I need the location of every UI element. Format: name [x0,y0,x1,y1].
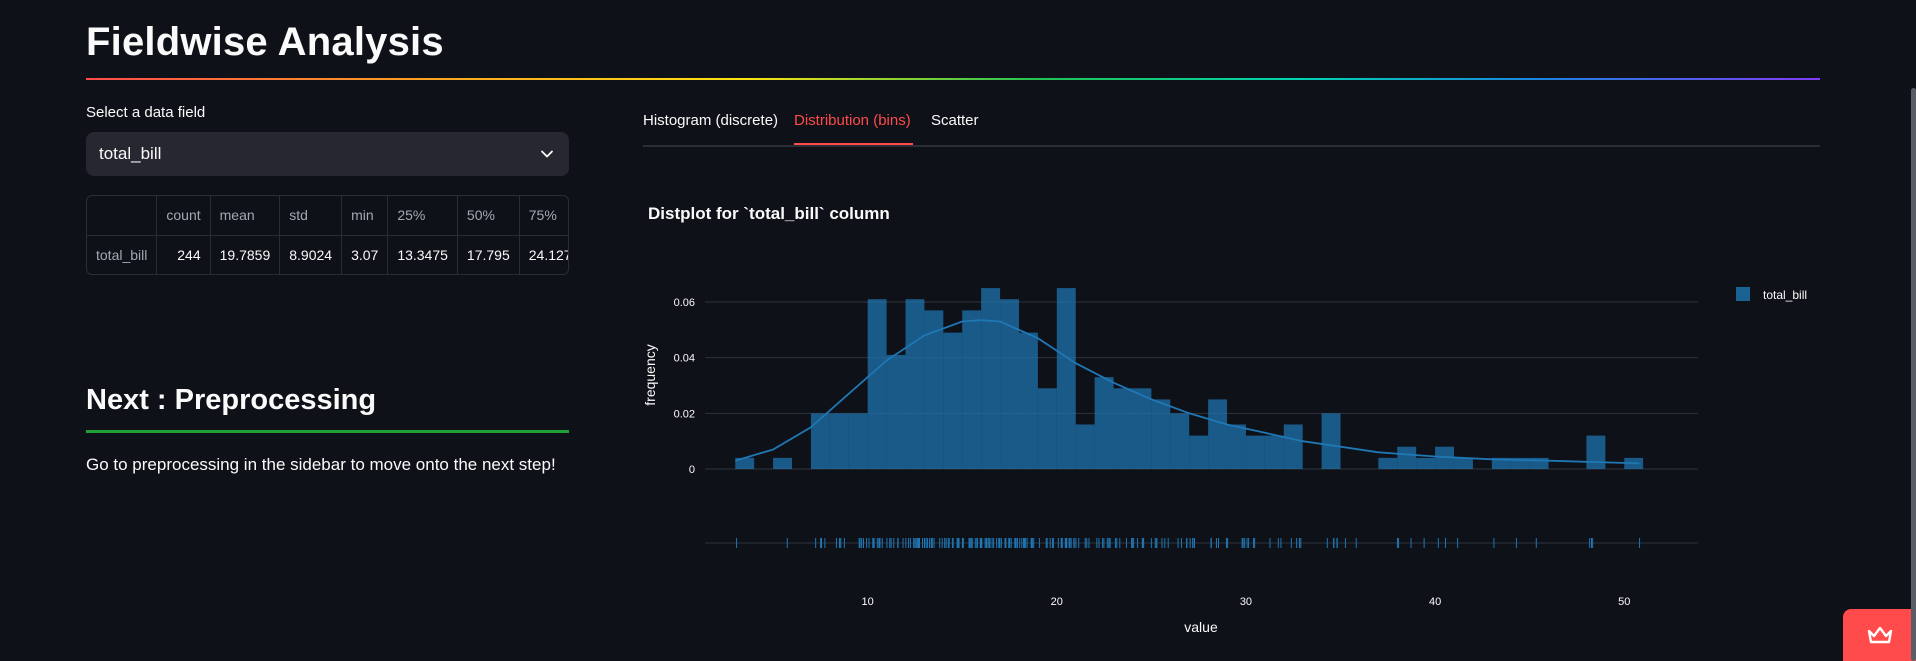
histogram-bar [1227,424,1246,469]
table-header-cell: 50% [457,196,520,236]
next-section-text: Go to preprocessing in the sidebar to mo… [86,455,556,474]
histogram-bar [773,457,793,469]
histogram-bar [1491,457,1511,469]
histogram-bar [1529,457,1549,469]
histogram-bar [1170,413,1190,469]
chevron-down-icon [541,150,553,158]
stats-table[interactable]: count mean std min 25% 50% 75% total_bil… [86,195,569,275]
scrollbar[interactable] [1911,88,1916,661]
y-tick-label: 0.02 [674,408,695,420]
chart-title: Distplot for `total_bill` column [648,204,890,223]
table-header-cell: mean [210,196,281,236]
tab-histogram-discrete[interactable]: Histogram (discrete) [643,112,779,129]
x-tick-label: 10 [862,596,874,608]
histogram-bar [1416,457,1436,469]
kde-line [735,319,1640,465]
histogram-bar [886,354,906,469]
streamlit-menu-button[interactable] [1843,609,1916,661]
histogram-bar [1283,424,1303,469]
next-section-title: Next : Preprocessing [86,384,377,416]
histogram-bar [735,457,755,469]
next-section-divider [86,430,569,433]
histogram-bar [1586,435,1606,469]
tab-bar: Histogram (discrete) Distribution (bins)… [643,100,1820,147]
legend-swatch[interactable] [1736,287,1750,301]
table-header-cell: 25% [387,196,458,236]
field-select-value: total_bill [99,144,162,163]
legend-label[interactable]: total_bill [1763,288,1807,302]
table-row-label: total_bill [87,235,158,274]
table-header-cell: count [156,196,211,236]
histogram-bar [962,310,982,469]
histogram-bar [1454,457,1473,469]
table-cell: 3.07 [341,235,389,274]
field-select-label: Select a data field [86,104,206,121]
table-cell: 8.9024 [279,235,343,274]
table-cell: 244 [156,235,211,274]
table-cell: 17.795 [457,235,520,274]
histogram-bar [1037,388,1057,469]
table-header-corner [87,196,158,236]
tab-scatter[interactable]: Scatter [931,112,979,129]
tab-distribution-bins[interactable]: Distribution (bins) [794,112,911,129]
active-tab-indicator [794,143,913,145]
histogram-bar [1245,435,1265,469]
table-header-cell: std [279,196,343,236]
histogram-bar [867,299,887,469]
histogram-bar [905,299,925,469]
histogram-bar [1056,288,1076,469]
x-tick-label: 20 [1051,596,1063,608]
table-header-cell: 75% [519,196,568,236]
y-tick-labels: 0 0.02 0.04 0.06 [674,297,695,476]
histogram-bar [810,413,830,469]
histogram-bar [1113,388,1133,469]
x-tick-label: 40 [1429,596,1441,608]
title-divider [86,78,1820,80]
histogram-bar [848,413,868,469]
rug-plot [705,538,1698,548]
histogram-bar [1321,413,1341,469]
distplot-chart[interactable]: 0 0.02 0.04 0.06 10 20 30 40 50 value frequency… [640,250,1820,650]
histogram-bar [1151,399,1171,469]
kde-curve [735,319,1640,465]
table-cell: 19.7859 [210,235,281,274]
y-axis-title: frequency [642,344,658,405]
histogram-bar [1510,457,1530,469]
x-axis-title: value [1184,619,1218,635]
table-header-cell: min [341,196,389,236]
histogram-bar [1018,332,1038,469]
field-select[interactable]: total_bill [86,132,569,176]
histogram-bar [1397,446,1417,469]
histogram-bar [943,332,963,469]
histogram-bar [1378,457,1398,469]
histogram-bar [924,310,944,469]
histogram-bar [1000,299,1019,469]
table-header-row: count mean std min 25% 50% 75% [87,196,568,236]
page-title: Fieldwise Analysis [86,20,444,64]
y-tick-label: 0 [689,464,695,476]
x-tick-label: 30 [1240,596,1252,608]
histogram-bars [735,288,1644,469]
table-row: total_bill 244 19.7859 8.9024 3.07 13.34… [87,235,568,274]
histogram-bar [1189,435,1209,469]
table-cell: 24.1275 [519,235,568,274]
histogram-bar [1264,435,1284,469]
y-tick-label: 0.06 [674,297,695,309]
histogram-bar [981,288,1001,469]
y-tick-label: 0.04 [674,353,695,365]
histogram-bar [829,413,849,469]
crown-icon [1867,626,1893,644]
histogram-bar [1075,424,1095,469]
histogram-bar [1132,388,1152,469]
x-tick-labels: 10 20 30 40 50 [862,596,1631,608]
x-tick-label: 50 [1618,596,1630,608]
histogram-bar [1094,377,1114,469]
histogram-bar [1208,399,1228,469]
table-cell: 13.3475 [387,235,458,274]
